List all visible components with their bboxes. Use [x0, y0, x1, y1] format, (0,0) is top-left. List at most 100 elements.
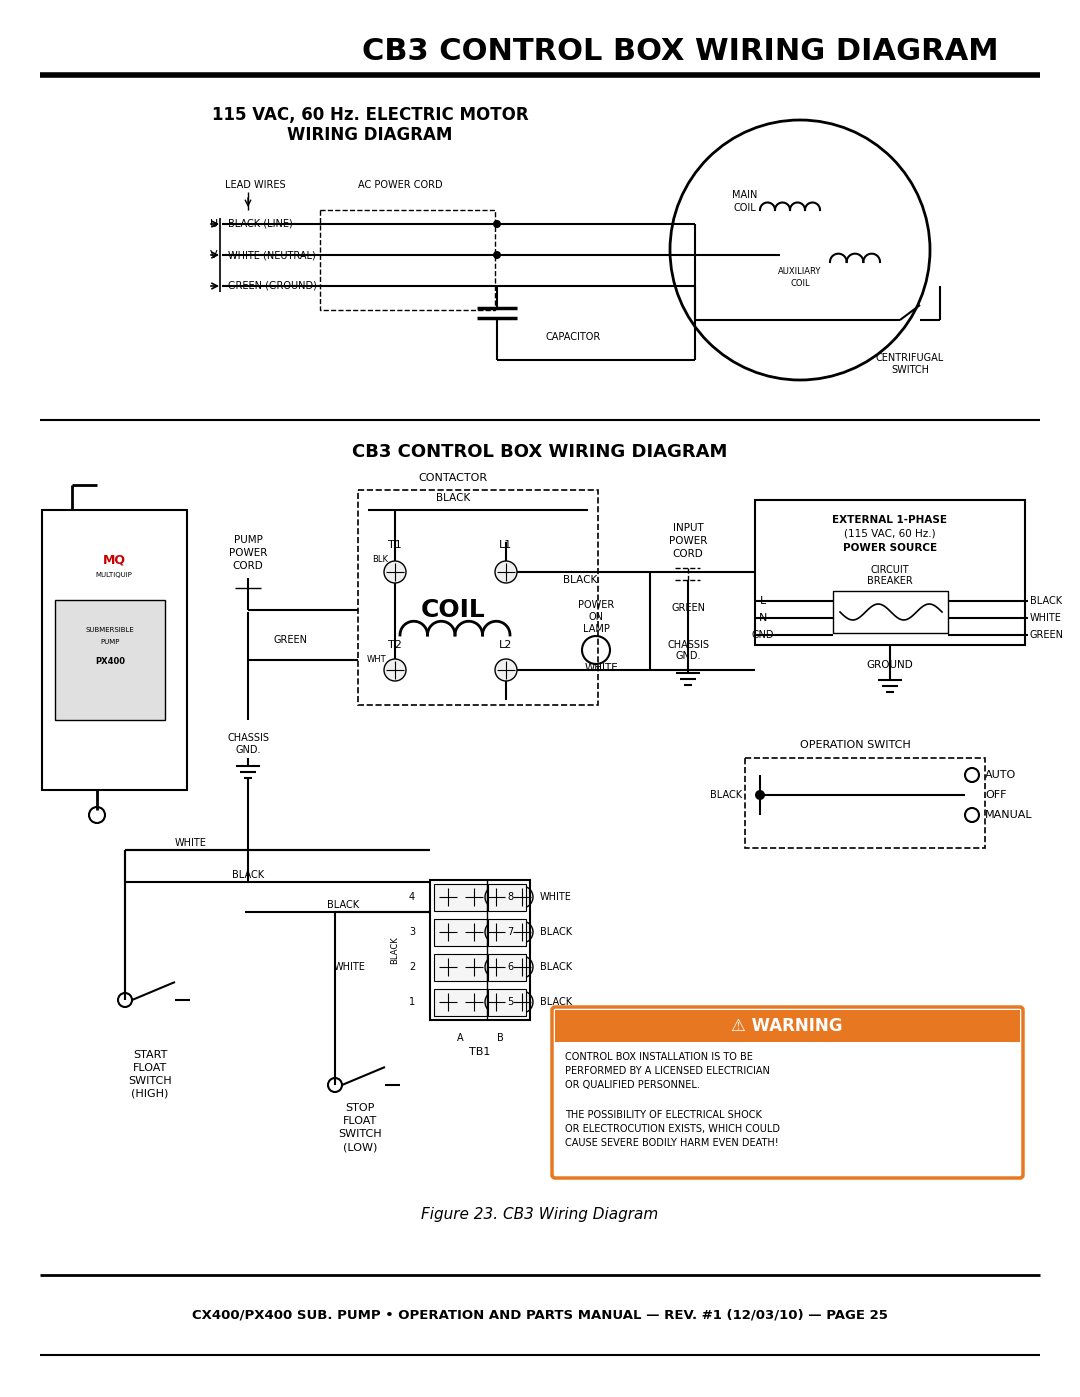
Circle shape	[495, 562, 517, 583]
Text: BLACK: BLACK	[540, 928, 572, 937]
Text: EXTERNAL 1-PHASE: EXTERNAL 1-PHASE	[833, 515, 947, 525]
Bar	[555, 1010, 1020, 1042]
Text: STOP: STOP	[346, 1104, 375, 1113]
Text: CHASSIS: CHASSIS	[227, 733, 269, 743]
Text: WHT: WHT	[367, 655, 387, 665]
Text: CB3 CONTROL BOX WIRING DIAGRAM: CB3 CONTROL BOX WIRING DIAGRAM	[352, 443, 728, 461]
Circle shape	[511, 886, 534, 908]
Text: BLACK (LINE): BLACK (LINE)	[228, 219, 293, 229]
Bar	[488, 954, 526, 981]
Text: WHITE: WHITE	[175, 838, 207, 848]
Text: ⚠ WARNING: ⚠ WARNING	[731, 1017, 842, 1035]
Text: MANUAL: MANUAL	[985, 810, 1032, 820]
Text: AC POWER CORD: AC POWER CORD	[357, 180, 443, 190]
Circle shape	[437, 956, 459, 978]
Circle shape	[437, 990, 459, 1013]
Text: L: L	[760, 597, 766, 606]
Text: A: A	[457, 1032, 463, 1044]
Text: N: N	[759, 613, 767, 623]
Text: 2: 2	[409, 963, 415, 972]
Circle shape	[511, 956, 534, 978]
Text: CIRCUIT: CIRCUIT	[870, 564, 909, 576]
Text: COIL: COIL	[791, 279, 810, 289]
Text: CX400/PX400 SUB. PUMP • OPERATION AND PARTS MANUAL — REV. #1 (12/03/10) — PAGE 2: CX400/PX400 SUB. PUMP • OPERATION AND PA…	[192, 1309, 888, 1322]
Circle shape	[511, 990, 534, 1013]
Text: WHITE: WHITE	[585, 664, 619, 673]
FancyBboxPatch shape	[552, 1007, 1023, 1178]
Text: (HIGH): (HIGH)	[132, 1090, 168, 1099]
Text: CB3 CONTROL BOX WIRING DIAGRAM: CB3 CONTROL BOX WIRING DIAGRAM	[362, 38, 998, 67]
Text: V: V	[211, 250, 218, 260]
Circle shape	[670, 120, 930, 380]
Text: WHITE: WHITE	[540, 893, 572, 902]
Circle shape	[495, 659, 517, 680]
Text: CHASSIS: CHASSIS	[667, 640, 708, 650]
Bar	[755, 500, 1025, 645]
Text: WHITE (NEUTRAL): WHITE (NEUTRAL)	[228, 250, 315, 260]
Text: GND: GND	[752, 630, 774, 640]
Text: COIL: COIL	[733, 203, 756, 212]
Bar	[488, 884, 526, 911]
Text: WHITE: WHITE	[334, 963, 366, 972]
Text: SUBMERSIBLE: SUBMERSIBLE	[85, 627, 134, 633]
Text: THE POSSIBILITY OF ELECTRICAL SHOCK
OR ELECTROCUTION EXISTS, WHICH COULD
CAUSE S: THE POSSIBILITY OF ELECTRICAL SHOCK OR E…	[565, 1111, 780, 1148]
Text: 1: 1	[409, 997, 415, 1007]
Text: LAMP: LAMP	[582, 624, 609, 634]
Text: B: B	[497, 1032, 503, 1044]
Text: POWER SOURCE: POWER SOURCE	[842, 543, 937, 553]
Text: SWITCH: SWITCH	[338, 1129, 382, 1139]
Text: BLK: BLK	[372, 556, 388, 564]
Text: OFF: OFF	[985, 789, 1007, 800]
Text: BLACK: BLACK	[327, 900, 359, 909]
Text: CONTACTOR: CONTACTOR	[418, 474, 487, 483]
Text: GREEN: GREEN	[273, 636, 307, 645]
Text: PX400: PX400	[95, 658, 125, 666]
Bar	[357, 490, 598, 705]
Text: BREAKER: BREAKER	[867, 576, 913, 585]
Text: FLOAT: FLOAT	[133, 1063, 167, 1073]
Text: PUMP: PUMP	[100, 638, 120, 645]
Bar	[55, 599, 165, 719]
Text: WIRING DIAGRAM: WIRING DIAGRAM	[287, 126, 453, 144]
Text: GND.: GND.	[235, 745, 260, 754]
Text: BLACK: BLACK	[710, 789, 742, 800]
Text: CENTRIFUGAL: CENTRIFUGAL	[876, 353, 944, 363]
Text: 5: 5	[507, 997, 513, 1007]
Text: T1: T1	[388, 541, 402, 550]
Bar	[434, 919, 487, 946]
Text: MAIN: MAIN	[732, 190, 758, 200]
Text: BLACK: BLACK	[436, 493, 470, 503]
Text: BLACK: BLACK	[1030, 597, 1062, 606]
Circle shape	[463, 921, 485, 943]
Text: U: U	[210, 219, 218, 229]
Text: INPUT: INPUT	[673, 522, 703, 534]
Text: START: START	[133, 1051, 167, 1060]
Text: L1: L1	[499, 541, 513, 550]
Circle shape	[485, 990, 507, 1013]
Text: GROUND: GROUND	[866, 659, 914, 671]
Bar	[320, 210, 495, 310]
Text: 3: 3	[409, 928, 415, 937]
Text: FLOAT: FLOAT	[342, 1116, 377, 1126]
Circle shape	[463, 956, 485, 978]
Text: Figure 23. CB3 Wiring Diagram: Figure 23. CB3 Wiring Diagram	[421, 1207, 659, 1222]
Text: GND.: GND.	[675, 651, 701, 661]
Text: OPERATION SWITCH: OPERATION SWITCH	[799, 740, 910, 750]
Text: L2: L2	[499, 640, 513, 650]
Text: SWITCH: SWITCH	[891, 365, 929, 374]
Text: 7: 7	[507, 928, 513, 937]
Text: ON: ON	[589, 612, 604, 622]
Bar	[430, 880, 530, 1020]
Text: 4: 4	[409, 893, 415, 902]
Bar	[434, 989, 487, 1016]
Circle shape	[755, 789, 765, 800]
Bar	[488, 989, 526, 1016]
Text: AUXILIARY: AUXILIARY	[779, 267, 822, 277]
Text: CORD: CORD	[232, 562, 264, 571]
Circle shape	[492, 219, 501, 228]
Text: GREEN: GREEN	[671, 604, 705, 613]
Text: T2: T2	[388, 640, 402, 650]
Bar	[488, 919, 526, 946]
Bar	[434, 954, 487, 981]
Circle shape	[485, 921, 507, 943]
